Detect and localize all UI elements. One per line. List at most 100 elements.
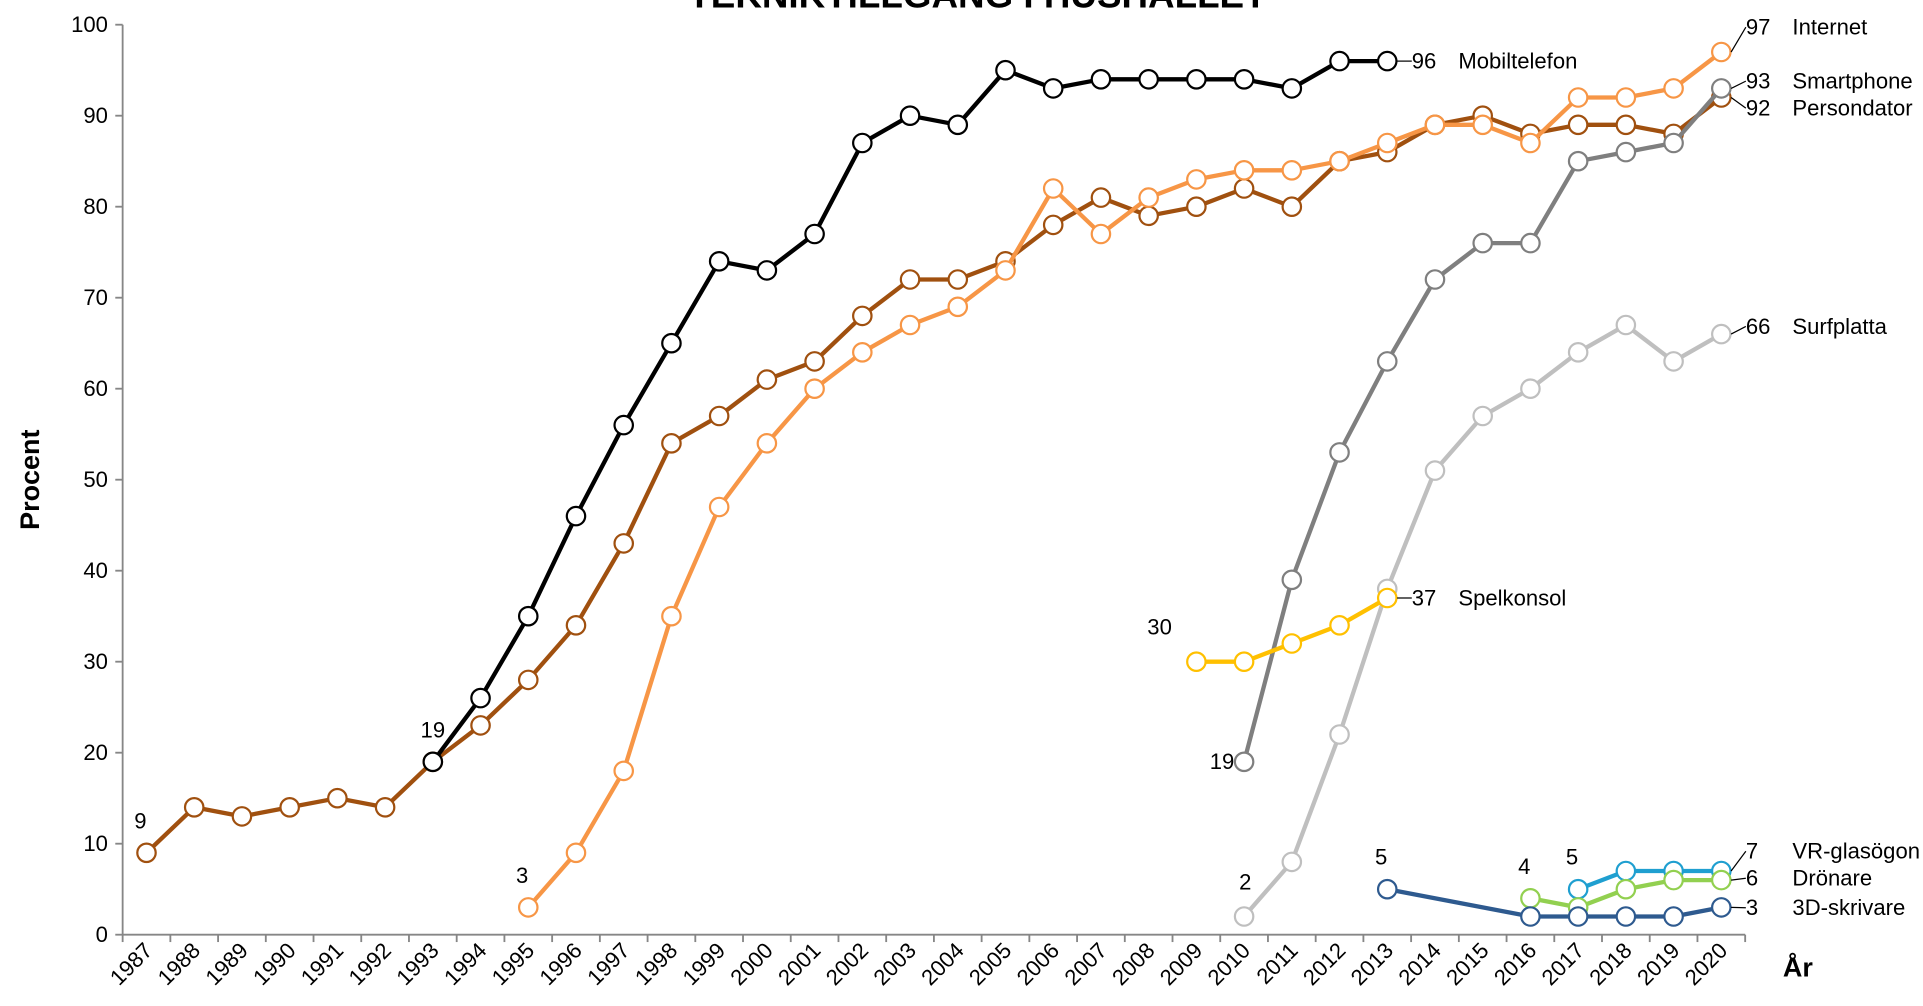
point-marker [231,806,253,827]
point-marker [1615,860,1637,882]
y-tick-label: 10 [83,831,108,856]
series-line [526,50,1723,909]
point-marker [422,751,444,773]
point-marker [1329,724,1350,745]
data-label: 5 [1566,845,1578,870]
x-tick-label: 1990 [248,938,300,990]
x-tick-label: 2008 [1107,938,1159,990]
point-marker [1376,587,1398,609]
point-marker [1663,869,1684,891]
y-tick-label: 60 [83,376,108,401]
data-label: 2 [1239,870,1251,895]
x-tick-label: 1993 [391,938,443,990]
point-marker [1615,114,1637,136]
point-marker [470,715,491,736]
point-marker [1424,114,1446,136]
x-tick-label: 2013 [1346,938,1398,990]
data-label: 96 [1412,48,1437,73]
point-marker [1329,614,1350,636]
x-tick-label: 2018 [1584,938,1636,990]
legend-label: Internet [1792,15,1867,40]
legend-label: 3D-skrivare [1792,895,1905,920]
point-marker [708,496,730,518]
data-label: 30 [1147,615,1172,640]
point-marker [1520,132,1541,154]
point-marker [1424,460,1446,481]
point-marker [1376,351,1398,372]
point-marker [899,314,921,336]
point-marker [1138,69,1159,90]
point-marker [1711,41,1732,63]
data-label: 5 [1375,845,1387,870]
point-marker [1233,751,1255,773]
x-tick-label: 2006 [1012,938,1064,990]
x-tick-label: 1988 [153,938,205,990]
y-tick-label: 100 [71,12,108,37]
x-tick-label: 2001 [773,938,825,990]
point-marker [374,796,396,818]
y-tick-label: 0 [96,922,108,947]
x-tick-label: 1987 [105,938,157,990]
point-marker [1711,323,1732,345]
x-tick-label: 1997 [582,938,634,990]
point-marker [756,260,778,281]
x-tick-label: 1991 [296,938,348,990]
point-marker [708,250,730,272]
point-marker [1567,878,1589,900]
x-tick-label: 2007 [1059,938,1111,990]
point-marker [1329,150,1350,172]
point-marker [1281,159,1303,181]
point-marker [1138,187,1159,208]
data-label: 93 [1746,68,1771,93]
point-marker [1663,351,1684,372]
data-label: 92 [1746,95,1771,120]
point-marker [1663,906,1684,927]
data-label: 19 [1210,749,1235,774]
point-marker [995,260,1016,281]
point-marker [899,105,921,127]
x-tick-label: 2017 [1537,938,1589,990]
y-tick-label: 40 [83,558,108,583]
point-marker [565,505,587,527]
point-marker [517,897,539,918]
point-marker [1233,69,1255,90]
point-marker [1711,897,1732,918]
point-marker [1711,869,1732,891]
label-leader [1730,80,1747,89]
data-label: 3 [1746,895,1758,920]
point-marker [1376,878,1398,900]
point-marker [613,760,635,782]
x-tick-label: 2005 [964,938,1016,990]
point-marker [1472,232,1494,254]
point-marker [1663,132,1684,154]
data-label: 97 [1746,15,1771,40]
point-marker [1042,78,1064,99]
data-label: 66 [1746,314,1771,339]
point-marker [1042,214,1064,236]
point-marker [756,369,778,390]
point-marker [852,132,873,154]
y-tick-label: 30 [83,649,108,674]
y-tick-label: 70 [83,285,108,310]
x-axis-title: År [1783,951,1813,982]
point-marker [1472,114,1494,136]
point-marker [1615,141,1637,163]
point-marker [565,614,587,636]
point-marker [1281,78,1303,99]
x-tick-label: 2015 [1441,938,1493,990]
point-marker [804,378,825,400]
label-leader [1731,877,1746,881]
x-tick-label: 2014 [1393,938,1445,990]
point-marker [1567,87,1589,108]
point-marker [517,605,539,627]
point-marker [852,305,873,327]
data-label: 19 [421,717,446,742]
label-leader [1730,26,1747,53]
legend-label: Persondator [1792,95,1912,120]
point-marker [1567,341,1589,363]
x-tick-label: 2002 [821,938,873,990]
point-marker [661,332,682,354]
point-marker [1376,50,1398,72]
legend-label: Mobiltelefon [1458,48,1577,73]
point-marker [1520,232,1541,254]
